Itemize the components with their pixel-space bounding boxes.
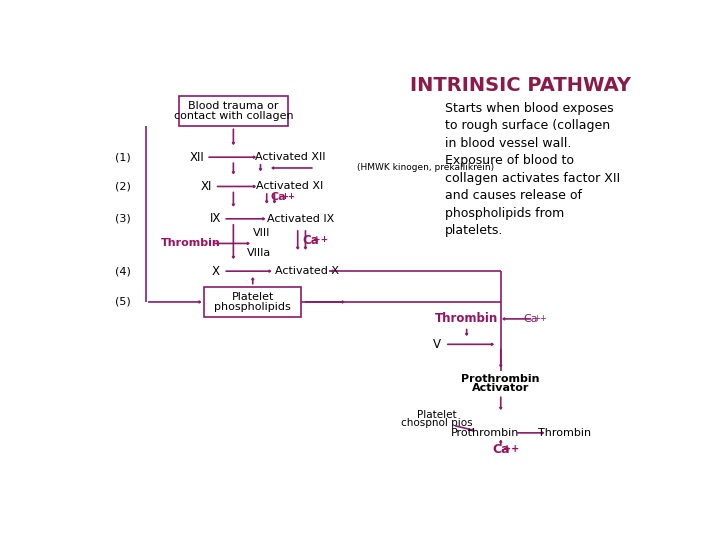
Text: (4): (4) (114, 266, 130, 276)
Text: Activator: Activator (472, 383, 529, 393)
Text: XI: XI (201, 180, 212, 193)
Text: (3): (3) (114, 214, 130, 224)
Text: Ca: Ca (302, 234, 319, 247)
Text: contact with collagen: contact with collagen (174, 111, 293, 122)
Text: chospnol pios: chospnol pios (401, 418, 473, 428)
Text: VIII: VIII (253, 228, 271, 238)
Text: Blood trauma or: Blood trauma or (188, 100, 279, 111)
Text: X: X (212, 265, 220, 278)
Text: Ca: Ca (523, 314, 538, 324)
Bar (179, 96, 287, 126)
Text: (1): (1) (114, 152, 130, 162)
Text: ++: ++ (282, 192, 295, 201)
Text: ++: ++ (503, 444, 519, 454)
Text: XII: XII (189, 151, 204, 164)
Text: Activated XII: Activated XII (255, 152, 325, 162)
Text: Thrombin: Thrombin (538, 428, 591, 438)
Text: Thrombin: Thrombin (161, 239, 220, 248)
Text: Activated X: Activated X (275, 266, 339, 276)
Text: ++: ++ (534, 314, 547, 322)
Text: Prothrombin: Prothrombin (451, 428, 519, 438)
Text: Prothrombin: Prothrombin (462, 374, 540, 384)
Text: VIIIa: VIIIa (247, 248, 271, 259)
Text: (2): (2) (114, 181, 130, 192)
Bar (204, 287, 301, 318)
Text: Activated XI: Activated XI (256, 181, 323, 192)
Text: Thrombin: Thrombin (435, 313, 498, 326)
Text: INTRINSIC PATHWAY: INTRINSIC PATHWAY (410, 76, 631, 94)
Text: Starts when blood exposes
to rough surface (collagen
in blood vessel wall.
Expos: Starts when blood exposes to rough surfa… (445, 102, 620, 237)
Text: Platelet: Platelet (418, 410, 457, 420)
Text: ++: ++ (313, 235, 328, 244)
Text: Ca: Ca (492, 443, 510, 456)
Text: V: V (433, 338, 441, 351)
Text: phospholipids: phospholipids (215, 302, 291, 312)
Text: (HMWK kinogen, prekallikrein): (HMWK kinogen, prekallikrein) (357, 164, 495, 172)
Text: (5): (5) (114, 297, 130, 307)
Text: Ca: Ca (271, 192, 286, 202)
Text: Activated IX: Activated IX (267, 214, 334, 224)
Text: IX: IX (210, 212, 221, 225)
Text: Platelet: Platelet (232, 292, 274, 301)
